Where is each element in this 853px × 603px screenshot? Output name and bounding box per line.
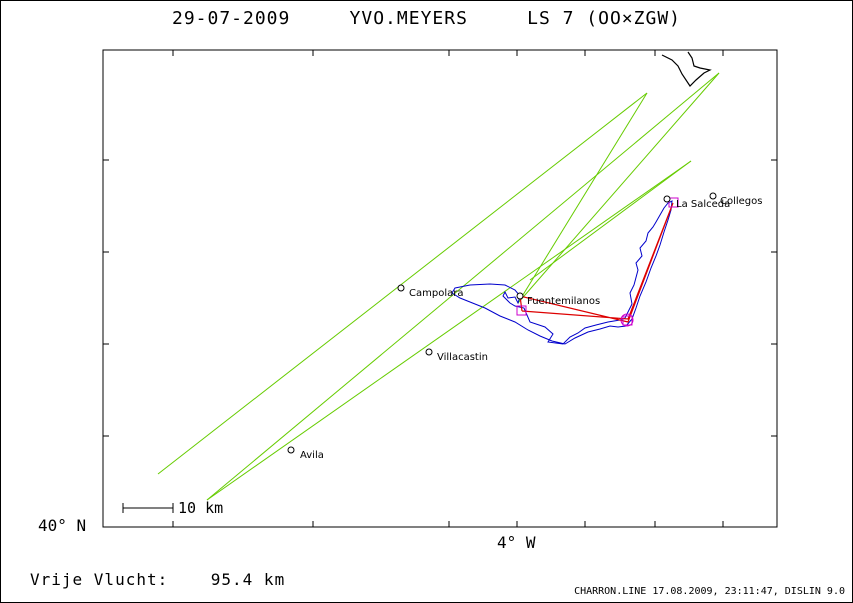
scale-bar-label: 10 km [178,499,224,517]
airspace-line-2 [517,92,648,304]
town-label-villacastin: Villacastin [437,352,488,363]
latitude-label: 40° N [38,516,87,535]
flight-date: 29-07-2009 [171,8,291,29]
flight-type-label: Vrije Vlucht: [30,570,169,589]
town-marker-collegos [709,192,717,200]
flight-track [451,200,673,345]
airspace-line-6 [529,160,692,281]
town-marker-villacastin [425,348,433,356]
town-label-campolara: Campolara [409,288,463,299]
scale-bar [122,503,174,513]
map-title: 29-07-2009 YVO.MEYERS LS 7 (OO×ZGW) [0,8,853,29]
glider-id: LS 7 (OO×ZGW) [527,8,681,29]
town-label-la-salceda: La Salceda [676,199,730,210]
turnpoints [516,197,679,327]
map-frame [102,49,778,528]
town-marker-la-salceda [663,195,671,203]
airspace-lines [157,72,720,501]
turnpoint-3 [668,197,679,208]
airspace-line-5 [206,160,692,501]
town-marker-campolara [397,284,405,292]
turnpoint-1 [516,305,527,316]
pilot-name: YVO.MEYERS [349,8,468,29]
turnpoint-2 [622,315,633,326]
flight-distance: 95.4 km [210,570,286,589]
town-label-collegos: Collegos [720,196,763,207]
software-credit: CHARRON.LINE 17.08.2009, 23:11:47, DISLI… [574,586,845,597]
town-marker-avila [287,446,295,454]
town-label-avila: Avila [300,450,324,461]
border-outline [661,51,712,87]
town-marker-fuentemilanos [516,292,524,300]
airspace-line-1 [157,92,648,475]
towns: Campolara Villacastin Avila Fuentemilano… [287,192,763,461]
turnpoint-4 [620,313,634,327]
longitude-label: 4° W [497,533,536,552]
left-ticks [103,159,777,437]
airspace-line-3 [517,72,720,304]
town-label-fuentemilanos: Fuentemilanos [527,296,600,307]
flight-summary: Vrije Vlucht: 95.4 km [30,570,285,589]
bottom-ticks [172,50,724,527]
